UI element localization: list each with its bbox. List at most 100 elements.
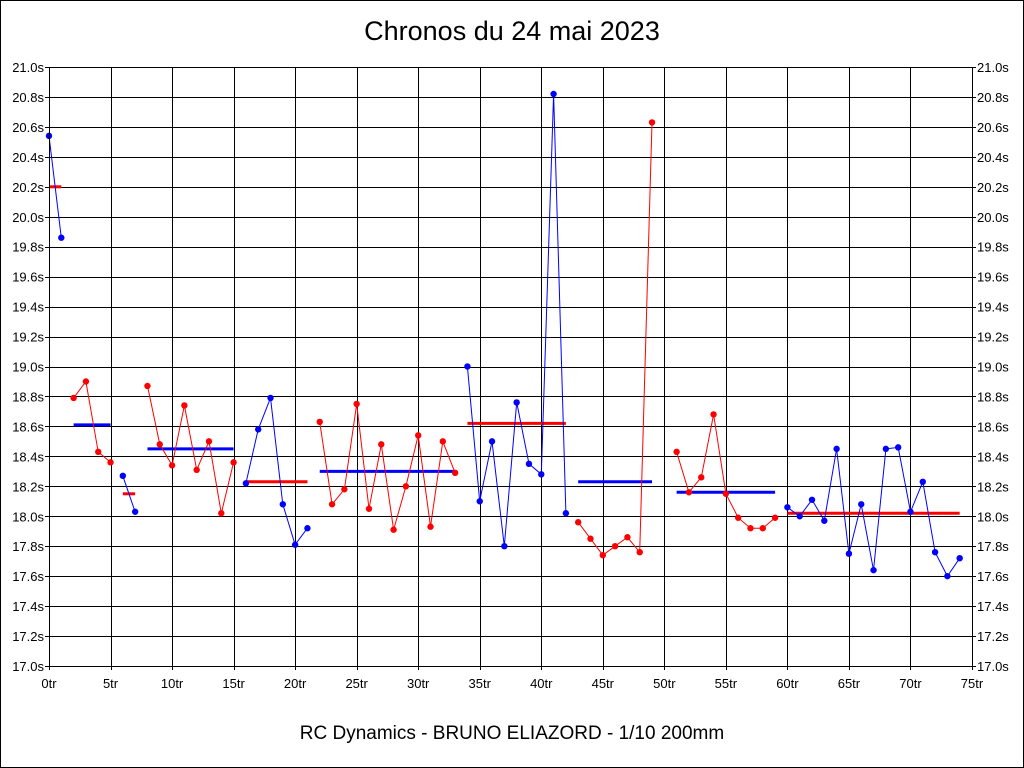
y-tick-label: 18.4s xyxy=(12,449,44,464)
data-point xyxy=(144,382,151,390)
series-s4 xyxy=(144,382,237,517)
x-tick-label: 5tr xyxy=(103,676,119,691)
y-tick-label: 21.0s xyxy=(12,60,44,75)
x-tick-label: 10tr xyxy=(161,676,184,691)
data-point xyxy=(242,480,250,487)
data-point xyxy=(956,554,963,562)
data-point xyxy=(279,501,287,508)
x-tick-label: 70tr xyxy=(899,676,922,691)
series-line xyxy=(147,385,235,514)
y-tick-label: 17.2s xyxy=(12,629,44,644)
data-point xyxy=(58,234,65,241)
y-tick-label-right: 20.0s xyxy=(977,210,1009,225)
y-tick-label: 20.0s xyxy=(12,210,44,225)
data-point xyxy=(882,445,890,453)
y-tick-label-right: 18.6s xyxy=(977,419,1009,434)
y-tick-label: 18.0s xyxy=(12,509,44,524)
data-point xyxy=(119,472,127,480)
x-tick-label: 15tr xyxy=(222,676,245,691)
series-line xyxy=(319,403,456,530)
data-point xyxy=(870,566,877,574)
series-s2 xyxy=(70,378,114,466)
data-point xyxy=(907,508,914,515)
x-tick-label: 75tr xyxy=(961,676,984,691)
y-tick-label: 19.6s xyxy=(12,270,44,285)
chart-footer: RC Dynamics - BRUNO ELIAZORD - 1/10 200m… xyxy=(299,723,725,744)
data-point xyxy=(193,466,200,474)
y-tick-label: 19.2s xyxy=(12,330,44,345)
y-tick-label: 19.0s xyxy=(12,360,44,375)
data-point xyxy=(378,441,385,448)
x-tick-label: 0tr xyxy=(41,676,57,691)
data-point xyxy=(230,459,237,466)
data-point xyxy=(205,438,213,445)
y-tick-label-right: 19.6s xyxy=(977,270,1009,285)
data-point xyxy=(439,438,447,445)
data-point xyxy=(931,548,939,556)
data-point xyxy=(648,119,656,126)
data-point xyxy=(858,501,865,508)
data-point xyxy=(710,411,717,418)
y-tick-label: 19.4s xyxy=(12,300,44,315)
data-point xyxy=(562,510,570,517)
y-tick-label-right: 21.0s xyxy=(977,60,1009,75)
y-tick-label-right: 20.6s xyxy=(977,120,1009,135)
data-point xyxy=(365,505,373,512)
data-point xyxy=(415,432,422,439)
data-point xyxy=(919,478,926,486)
y-tick-label-right: 20.8s xyxy=(977,90,1009,105)
data-point xyxy=(427,523,434,530)
data-point xyxy=(328,501,336,508)
data-point xyxy=(218,510,225,517)
data-point xyxy=(808,496,816,503)
data-point xyxy=(131,508,139,515)
series-s5 xyxy=(242,394,311,548)
y-tick-label-right: 19.4s xyxy=(977,300,1009,315)
series-s9 xyxy=(673,411,779,532)
data-point xyxy=(304,525,311,532)
y-tick-label-right: 19.2s xyxy=(977,330,1009,345)
y-tick-label-right: 19.0s xyxy=(977,360,1009,375)
data-point xyxy=(796,513,803,520)
data-point xyxy=(784,504,791,511)
data-point xyxy=(747,525,754,532)
data-point xyxy=(624,534,631,541)
data-point xyxy=(181,402,188,409)
y-tick-label: 20.6s xyxy=(12,120,44,135)
y-tick-label: 20.8s xyxy=(12,90,44,105)
data-point xyxy=(833,445,840,453)
y-tick-label: 19.8s xyxy=(12,240,44,255)
data-point xyxy=(390,526,397,533)
series-s1 xyxy=(45,132,65,241)
data-point xyxy=(636,548,643,556)
y-tick-label-right: 18.8s xyxy=(977,389,1009,404)
data-point xyxy=(316,418,323,426)
y-tick-label-right: 17.0s xyxy=(977,659,1009,674)
y-tick-label-right: 17.6s xyxy=(977,569,1009,584)
y-tick-label: 18.6s xyxy=(12,419,44,434)
data-point xyxy=(550,90,557,98)
data-point xyxy=(476,498,483,505)
series-line xyxy=(122,475,136,512)
plot-border xyxy=(49,67,973,667)
data-point xyxy=(722,490,730,497)
data-point xyxy=(599,551,606,559)
y-tick-label-right: 18.0s xyxy=(977,509,1009,524)
data-point xyxy=(734,514,742,521)
series-line xyxy=(466,93,567,547)
data-point xyxy=(107,459,114,466)
x-tick-label: 50tr xyxy=(653,676,676,691)
data-point xyxy=(894,444,902,451)
x-tick-label: 40tr xyxy=(530,676,553,691)
data-point xyxy=(291,541,299,548)
series-s3 xyxy=(119,472,139,515)
x-tick-label: 35tr xyxy=(469,676,492,691)
x-tick-label: 65tr xyxy=(838,676,861,691)
chart-title: Chronos du 24 mai 2023 xyxy=(364,16,660,46)
data-point xyxy=(95,448,102,456)
series-s6 xyxy=(316,400,459,533)
data-point xyxy=(156,441,163,448)
data-point xyxy=(611,543,619,550)
y-tick-label: 17.6s xyxy=(12,569,44,584)
